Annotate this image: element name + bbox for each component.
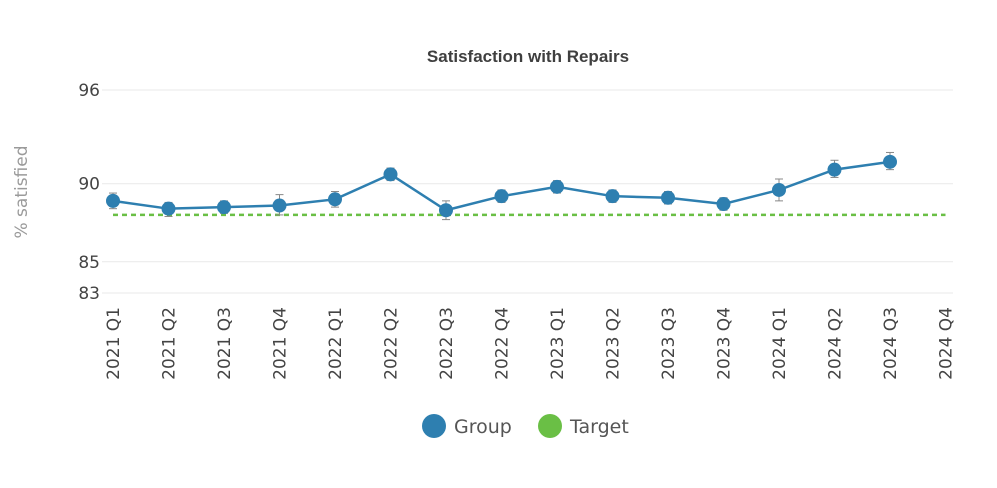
x-tick-label: 2024 Q3 xyxy=(881,307,901,380)
legend-marker xyxy=(422,414,446,438)
x-tick-label: 2021 Q1 xyxy=(104,307,124,380)
group-point[interactable] xyxy=(383,167,398,182)
x-tick-label: 2022 Q3 xyxy=(437,307,457,380)
group-point[interactable] xyxy=(605,189,620,204)
legend-label: Group xyxy=(454,416,512,438)
legend-label: Target xyxy=(569,416,629,438)
x-tick-label: 2021 Q4 xyxy=(271,307,291,380)
y-tick-label: 96 xyxy=(78,81,100,101)
x-tick-label: 2023 Q3 xyxy=(659,307,679,380)
group-point[interactable] xyxy=(883,154,897,169)
group-point[interactable] xyxy=(772,182,786,197)
group-point[interactable] xyxy=(106,193,120,208)
group-point[interactable] xyxy=(439,203,453,218)
legend-item-group[interactable]: Group xyxy=(422,414,512,438)
x-tick-label: 2022 Q4 xyxy=(493,307,513,380)
group-series xyxy=(106,151,897,221)
y-axis-label: % satisfied xyxy=(12,145,32,238)
y-tick-label: 85 xyxy=(78,253,100,273)
x-tick-label: 2024 Q1 xyxy=(770,307,790,380)
x-tick-label: 2021 Q3 xyxy=(215,307,235,380)
group-point[interactable] xyxy=(161,201,176,216)
group-point[interactable] xyxy=(494,189,509,204)
group-point[interactable] xyxy=(661,190,675,205)
chart-title: Satisfaction with Repairs xyxy=(427,47,629,66)
group-point[interactable] xyxy=(550,179,564,194)
x-tick-label: 2023 Q2 xyxy=(604,307,624,380)
x-tick-label: 2022 Q2 xyxy=(382,307,402,380)
y-tick-label: 90 xyxy=(78,175,100,195)
group-point[interactable] xyxy=(716,196,731,211)
legend[interactable]: Group Target xyxy=(422,414,629,438)
gridlines xyxy=(102,89,953,294)
y-axis-ticks: 96 90 85 83 xyxy=(78,81,100,304)
x-tick-label: 2024 Q4 xyxy=(937,307,957,380)
x-tick-label: 2022 Q1 xyxy=(326,307,346,380)
legend-marker xyxy=(538,414,562,438)
x-axis-ticks: 2021 Q1 2021 Q2 2021 Q3 2021 Q4 2022 Q1 2022 … xyxy=(104,307,957,380)
x-tick-label: 2023 Q4 xyxy=(715,307,735,380)
group-point[interactable] xyxy=(328,192,342,207)
group-point[interactable] xyxy=(217,200,231,215)
group-point[interactable] xyxy=(272,198,287,213)
x-tick-label: 2024 Q2 xyxy=(826,307,846,380)
group-point[interactable] xyxy=(827,162,842,177)
x-tick-label: 2023 Q1 xyxy=(548,307,568,380)
x-tick-label: 2021 Q2 xyxy=(160,307,180,380)
legend-item-target[interactable]: Target xyxy=(538,414,629,438)
y-tick-label: 83 xyxy=(78,284,100,304)
